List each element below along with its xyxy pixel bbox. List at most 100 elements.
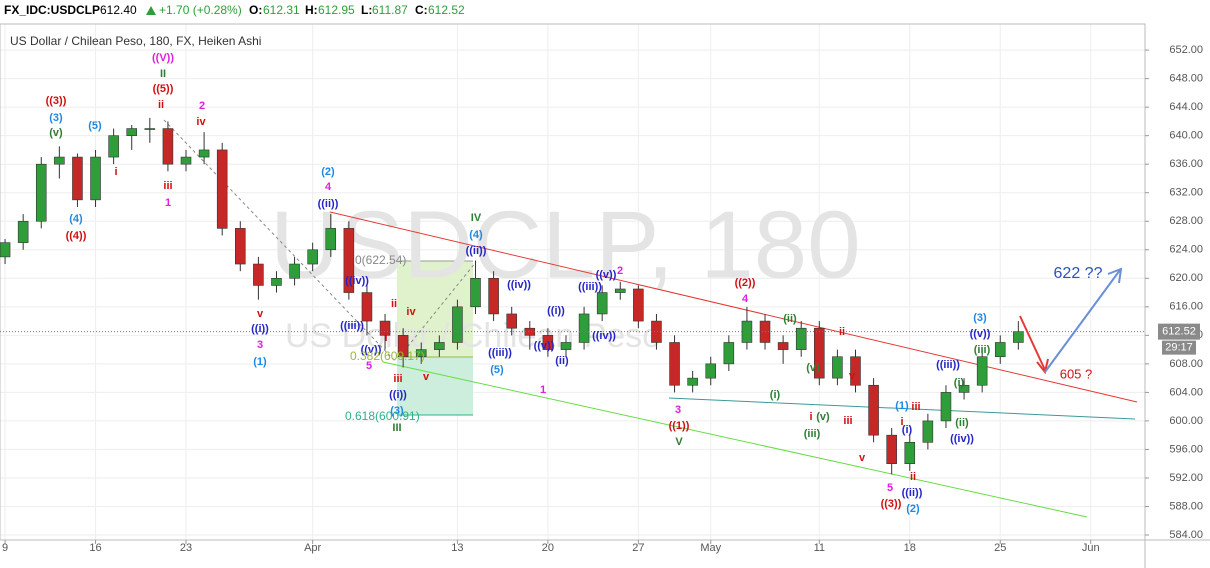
candle-body bbox=[162, 128, 174, 165]
wave-label: ((i)) bbox=[547, 305, 565, 317]
wave-label: v bbox=[423, 371, 430, 383]
wave-label: 2 bbox=[199, 100, 205, 112]
x-tick-label: Apr bbox=[304, 542, 321, 554]
wave-label: ((iii)) bbox=[578, 281, 602, 293]
wave-label: 605 ? bbox=[1060, 366, 1093, 381]
x-tick-label: 20 bbox=[542, 542, 554, 554]
wave-label: ii bbox=[839, 326, 845, 338]
y-tick-label: 624.00 bbox=[1169, 244, 1203, 256]
y-tick-label: 652.00 bbox=[1169, 44, 1203, 56]
price-tag bbox=[1158, 323, 1200, 340]
wave-label: 1 bbox=[540, 384, 546, 396]
candle-body bbox=[325, 228, 337, 251]
candle-body bbox=[415, 349, 427, 358]
wave-label: II bbox=[160, 68, 166, 80]
wave-label: ((3)) bbox=[46, 95, 67, 107]
c-value: 612.52 bbox=[428, 3, 465, 17]
x-tick-label: 13 bbox=[451, 542, 463, 554]
wave-label: ((3)) bbox=[881, 498, 902, 510]
wave-label: (3) bbox=[973, 312, 987, 324]
x-tick-label: May bbox=[700, 542, 721, 554]
o-value: 612.31 bbox=[263, 3, 300, 17]
wave-label: v bbox=[859, 452, 866, 464]
candle-body bbox=[994, 342, 1006, 358]
wave-label: v bbox=[849, 370, 856, 382]
wave-label: ((iv)) bbox=[950, 433, 974, 445]
candle-body bbox=[470, 277, 481, 308]
candle-body bbox=[922, 420, 934, 443]
wave-label: i bbox=[384, 332, 387, 344]
candle-body bbox=[578, 313, 590, 343]
candle-body bbox=[506, 313, 517, 329]
change: +1.70 (+0.28%) bbox=[159, 3, 242, 17]
o-label: O: bbox=[249, 3, 262, 17]
y-tick-label: 584.00 bbox=[1169, 529, 1203, 541]
x-tick-label: 9 bbox=[2, 542, 8, 554]
y-tick-label: 628.00 bbox=[1169, 215, 1203, 227]
candle-body bbox=[289, 263, 300, 279]
wave-label: ((v)) bbox=[361, 344, 382, 356]
wave-label: ((ii)) bbox=[902, 487, 923, 499]
candle-body bbox=[108, 135, 119, 158]
candle-body bbox=[90, 156, 101, 201]
wave-label: ((iv)) bbox=[507, 279, 531, 291]
candle-body bbox=[54, 156, 65, 165]
wave-label: 0.382(609.17) bbox=[350, 349, 425, 363]
wave-label: iv bbox=[406, 306, 416, 318]
wave-label: ((i)) bbox=[251, 323, 269, 335]
wave-label: ((V)) bbox=[152, 52, 174, 64]
wave-label: (ii) bbox=[555, 355, 569, 367]
candle-body bbox=[904, 442, 916, 464]
symbol: FX_IDC:USDCLP bbox=[4, 3, 100, 17]
wave-label: (i) bbox=[954, 377, 965, 389]
candle-body bbox=[216, 149, 228, 229]
wave-label: (3) bbox=[390, 405, 404, 417]
candle-body bbox=[669, 342, 680, 386]
candle-body bbox=[705, 363, 717, 379]
y-tick-label: 636.00 bbox=[1169, 158, 1203, 170]
candle-body bbox=[72, 156, 83, 201]
wave-label: ((ii)) bbox=[318, 198, 339, 210]
wave-label: 3 bbox=[675, 404, 681, 416]
wave-label: (i) bbox=[770, 389, 781, 401]
candle-body bbox=[271, 277, 282, 286]
candle-body bbox=[832, 356, 843, 379]
wave-label: ((iii)) bbox=[936, 359, 960, 371]
wave-label: (1) bbox=[253, 356, 267, 368]
y-tick-label: 600.00 bbox=[1169, 415, 1203, 427]
wave-label: (v) bbox=[49, 127, 63, 139]
y-tick-label: 648.00 bbox=[1169, 73, 1203, 85]
l-value: 611.87 bbox=[372, 3, 408, 17]
wave-label: 2 bbox=[617, 265, 623, 277]
wave-label: ((v)) bbox=[970, 328, 991, 340]
up-icon bbox=[146, 6, 156, 15]
wave-label: ii bbox=[158, 99, 164, 111]
candle-body bbox=[307, 249, 318, 265]
wave-label: ((2)) bbox=[735, 277, 756, 289]
wave-label: (iii) bbox=[804, 428, 821, 440]
candle-body bbox=[868, 384, 879, 436]
wave-label: (ii) bbox=[955, 417, 969, 429]
wave-label: iii bbox=[163, 180, 172, 192]
candle-body bbox=[35, 163, 47, 222]
wave-label: 1 bbox=[165, 197, 171, 209]
candle-body bbox=[542, 335, 554, 350]
trend-line bbox=[382, 361, 1088, 518]
candle-body bbox=[777, 342, 789, 350]
y-tick-label: 616.00 bbox=[1169, 301, 1203, 313]
y-tick-label: 592.00 bbox=[1169, 472, 1203, 484]
candle-body bbox=[0, 242, 11, 258]
candle-body bbox=[434, 342, 445, 350]
candle-body bbox=[343, 228, 355, 293]
grid bbox=[0, 24, 1145, 540]
x-tick-label: 16 bbox=[89, 542, 101, 554]
fib-trend bbox=[163, 119, 397, 363]
candle-body bbox=[814, 327, 825, 379]
candle-body bbox=[560, 342, 572, 350]
y-tick-label: 640.00 bbox=[1169, 130, 1203, 142]
wave-label: (4) bbox=[69, 213, 83, 225]
wave-label: ((iv)) bbox=[592, 330, 616, 342]
candle-body bbox=[723, 342, 735, 365]
arrow bbox=[1044, 269, 1121, 373]
